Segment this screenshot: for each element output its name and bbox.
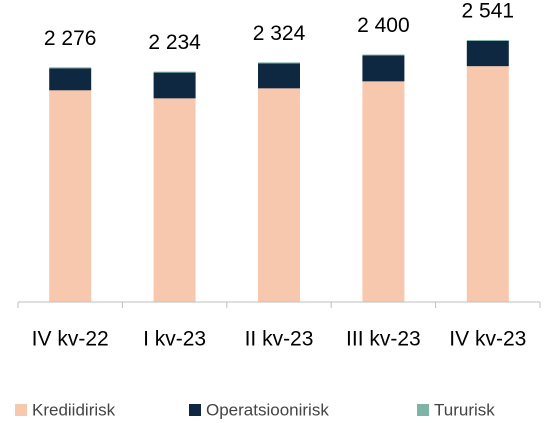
bar-segment: [258, 62, 300, 64]
x-tick-label: II kv-23: [245, 328, 314, 351]
bar-segment: [49, 68, 92, 91]
bar-segment: [258, 88, 300, 302]
total-label: 2 276: [44, 27, 97, 50]
x-tick-label: IV kv-22: [32, 328, 109, 351]
bar-segment: [153, 98, 196, 302]
bar-segment: [49, 90, 92, 302]
legend-swatch: [15, 404, 27, 416]
legend-swatch: [417, 404, 429, 416]
bar-segment: [153, 72, 196, 99]
legend-label: Krediidirisk: [32, 400, 116, 419]
legend-label: Operatsioonirisk: [206, 400, 329, 419]
total-label: 2 400: [357, 14, 410, 37]
legend-label: Tururisk: [434, 400, 495, 419]
x-tick-label: IV kv-23: [449, 328, 526, 351]
total-label: 2 541: [462, 0, 515, 23]
bar-segment: [466, 66, 509, 302]
bar-segment: [153, 71, 196, 73]
legend-swatch: [189, 404, 201, 416]
bar-segment: [466, 40, 509, 41]
bar-segment: [466, 40, 509, 67]
x-tick-label: III kv-23: [346, 328, 421, 351]
bar-segment: [258, 63, 300, 89]
x-tick-label: I kv-23: [143, 328, 206, 351]
bar-segment: [362, 55, 405, 82]
bar-segment: [49, 67, 92, 69]
bar-segment: [362, 54, 405, 56]
total-label: 2 324: [253, 22, 306, 45]
bar-segment: [362, 81, 405, 302]
total-label: 2 234: [148, 31, 201, 54]
